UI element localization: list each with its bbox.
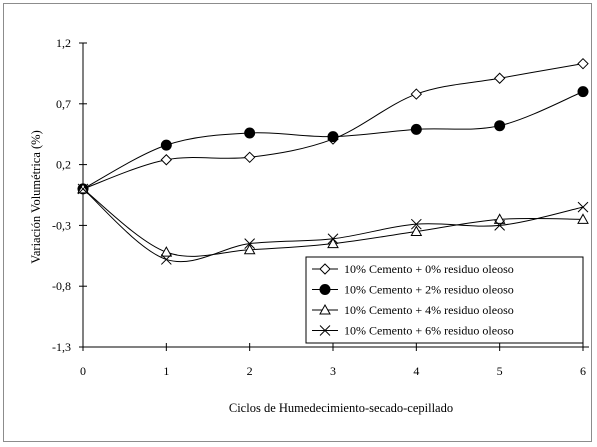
data-point	[244, 238, 256, 249]
data-point	[494, 220, 506, 231]
series-3	[77, 182, 589, 257]
data-point	[410, 123, 422, 135]
chart-frame	[3, 3, 592, 442]
x-tick-label: 6	[580, 364, 586, 378]
x-tick-label: 5	[497, 364, 503, 378]
series-line	[82, 188, 584, 263]
data-point	[410, 225, 423, 236]
x-tick-label: 0	[80, 364, 86, 378]
data-point	[327, 131, 339, 143]
data-point	[494, 120, 506, 132]
data-point	[160, 254, 172, 265]
series-1	[77, 57, 589, 195]
data-point	[160, 139, 172, 151]
data-point	[243, 243, 256, 255]
x-tick-label: 2	[247, 364, 253, 378]
y-tick-label: -0,3	[52, 218, 71, 232]
data-point	[577, 57, 589, 70]
x-marker-stroke	[410, 218, 422, 230]
series-4	[77, 183, 589, 265]
y-tick-label: 1,2	[56, 36, 71, 50]
legend-marker	[319, 263, 331, 275]
x-marker-stroke	[244, 238, 256, 249]
legend-marker	[319, 325, 331, 336]
series-2	[77, 86, 589, 195]
data-point	[493, 213, 506, 224]
y-tick-label: 0,2	[56, 158, 71, 172]
data-point	[493, 72, 506, 84]
x-axis-title: Ciclos de Humedecimiento-secado-cepillad…	[229, 401, 453, 415]
x-tick-label: 3	[330, 364, 336, 378]
data-point	[244, 127, 256, 139]
x-marker-stroke	[160, 254, 172, 265]
data-point	[577, 86, 589, 98]
data-point	[327, 233, 339, 245]
x-marker-stroke	[319, 325, 331, 336]
data-point	[160, 154, 173, 166]
legend-label: 10% Cemento + 6% residuo oleoso	[344, 324, 514, 338]
y-axis-title: Variación Volumétrica (%)	[29, 130, 43, 264]
legend-marker	[319, 303, 331, 315]
data-point	[577, 201, 589, 213]
data-point	[410, 218, 422, 230]
data-point	[327, 237, 339, 249]
legend-item: 10% Cemento + 0% residuo oleoso	[312, 262, 514, 276]
legend-item: 10% Cemento + 6% residuo oleoso	[312, 324, 514, 338]
legend-item: 10% Cemento + 2% residuo oleoso	[312, 283, 514, 297]
data-point	[577, 213, 589, 224]
series-layer	[77, 57, 589, 265]
x-marker-stroke	[327, 233, 339, 245]
legend-item: 10% Cemento + 4% residuo oleoso	[312, 303, 514, 317]
legend-label: 10% Cemento + 4% residuo oleoso	[344, 303, 514, 317]
data-point	[410, 88, 423, 100]
legend-label: 10% Cemento + 0% residuo oleoso	[344, 262, 514, 276]
x-marker-stroke	[77, 183, 89, 195]
x-marker-stroke	[494, 220, 506, 231]
y-tick-label: -1,3	[52, 340, 71, 354]
legend: 10% Cemento + 0% residuo oleoso 10% Cemen…	[305, 256, 584, 344]
x-tick-label: 1	[163, 364, 169, 378]
y-tick-label: -0,8	[52, 279, 71, 293]
x-tick-label: 4	[413, 364, 419, 378]
legend-label: 10% Cemento + 2% residuo oleoso	[344, 283, 514, 297]
axes: 1,2 0,7 0,2 -0,3 -0,8 -1,3 0 1 2 3 4 5 6	[52, 36, 589, 378]
series-line	[82, 63, 584, 190]
y-tick-label: 0,7	[56, 97, 71, 111]
data-point	[77, 183, 89, 195]
legend-marker	[319, 284, 331, 295]
legend-box	[305, 256, 584, 344]
data-point	[160, 246, 173, 257]
data-point	[243, 151, 256, 164]
x-marker-stroke	[577, 201, 589, 213]
